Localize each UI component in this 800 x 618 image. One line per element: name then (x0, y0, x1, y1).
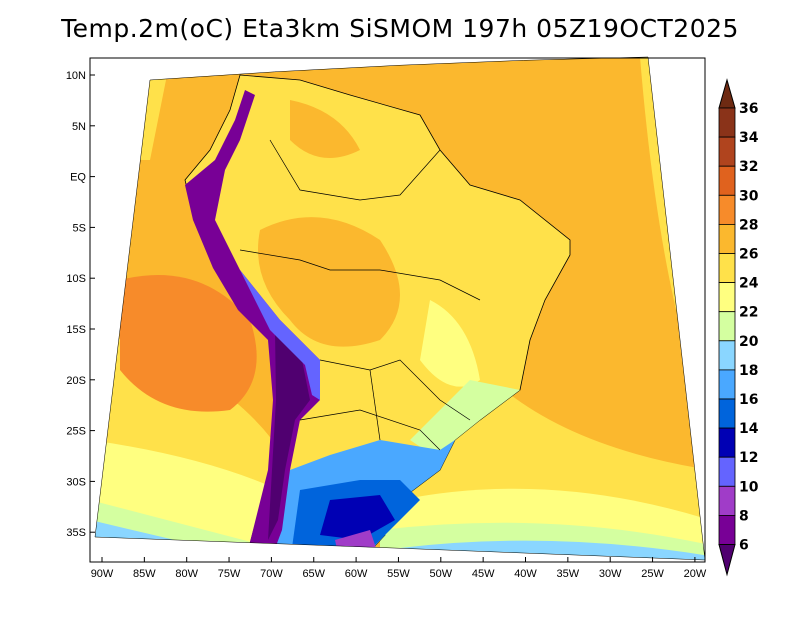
lon-label: 80W (175, 568, 198, 580)
colorbar-bin (718, 311, 736, 342)
lat-label: 20S (66, 375, 86, 387)
colorbar-bin (718, 398, 736, 429)
colorbar-over-triangle (718, 78, 736, 109)
lon-label: 30W (599, 568, 622, 580)
mild-region-highlands (420, 300, 480, 387)
colorbar-label: 12 (739, 450, 758, 466)
lon-label: 85W (133, 568, 156, 580)
lon-label: 25W (641, 568, 664, 580)
colorbar-label: 22 (739, 305, 758, 321)
colorbar: 36 34 32 30 28 26 24 22 20 18 16 14 12 10 8 6 (718, 78, 759, 577)
warm-region-interior (258, 217, 400, 347)
colorbar-bin (718, 369, 736, 400)
colorbar-bin (718, 223, 736, 254)
chart-title: Temp.2m(oC) Eta3km SiSMOM 197h 05Z19OCT2… (61, 14, 739, 43)
colorbar-bin (718, 515, 736, 545)
warm-pool-pacific (120, 275, 257, 412)
colorbar-label: 26 (739, 247, 758, 263)
lon-label: 55W (387, 568, 410, 580)
country-borders (239, 139, 481, 451)
lat-label: 15S (66, 324, 86, 336)
lon-label: 90W (91, 568, 114, 580)
colorbar-label: 36 (739, 101, 758, 117)
colorbar-bin (718, 456, 736, 487)
colorbar-label: 16 (739, 392, 758, 408)
lon-label: 45W (472, 568, 495, 580)
colorbar-bin (718, 165, 736, 196)
lat-label: 25S (66, 426, 86, 438)
colorbar-label: 8 (739, 508, 749, 524)
colorbar-bin (718, 340, 736, 371)
temperature-field (95, 57, 705, 560)
colorbar-label: 30 (739, 188, 759, 204)
colorbar-bin (718, 282, 736, 313)
lat-label: 5S (73, 222, 86, 234)
lon-label: 35W (557, 568, 580, 580)
colorbar-bin (718, 194, 736, 225)
colorbar-label: 32 (739, 159, 758, 175)
colorbar-label: 6 (739, 538, 749, 554)
colorbar-bin (718, 136, 736, 167)
lon-label: 20W (684, 568, 707, 580)
lon-label: 75W (218, 568, 241, 580)
map-frame (89, 57, 706, 563)
latitude-axis: 10N 5N EQ 5S 10S 15S 20S 25S 30S 35S (66, 70, 95, 539)
lat-label: 35S (66, 527, 86, 539)
colorbar-under-triangle (718, 544, 736, 577)
lon-label: 40W (514, 568, 537, 580)
colorbar-label: 28 (739, 217, 758, 233)
longitude-axis: 90W 85W 80W 75W 70W 65W 60W 55W 50W 45W 40W 35W 30W 2… (91, 557, 707, 580)
colorbar-label: 10 (739, 479, 759, 495)
colorbar-bin (718, 427, 736, 458)
cold-region-pampas (320, 495, 395, 540)
lat-label: 5N (72, 121, 86, 133)
lat-label: 30S (66, 476, 86, 488)
lon-label: 50W (429, 568, 452, 580)
colorbar-bin (718, 485, 736, 516)
colorbar-label: 24 (739, 276, 759, 292)
colorbar-label: 14 (739, 421, 759, 437)
lat-label: 10N (66, 70, 86, 82)
colorbar-bin (718, 253, 736, 284)
lat-label: EQ (70, 172, 86, 184)
lat-label: 10S (66, 273, 86, 285)
lon-label: 65W (302, 568, 325, 580)
lon-label: 70W (260, 568, 283, 580)
colorbar-label: 18 (739, 363, 758, 379)
colorbar-bin (718, 107, 736, 138)
colorbar-label: 34 (739, 130, 759, 146)
lon-label: 60W (345, 568, 368, 580)
colorbar-label: 20 (739, 334, 759, 350)
